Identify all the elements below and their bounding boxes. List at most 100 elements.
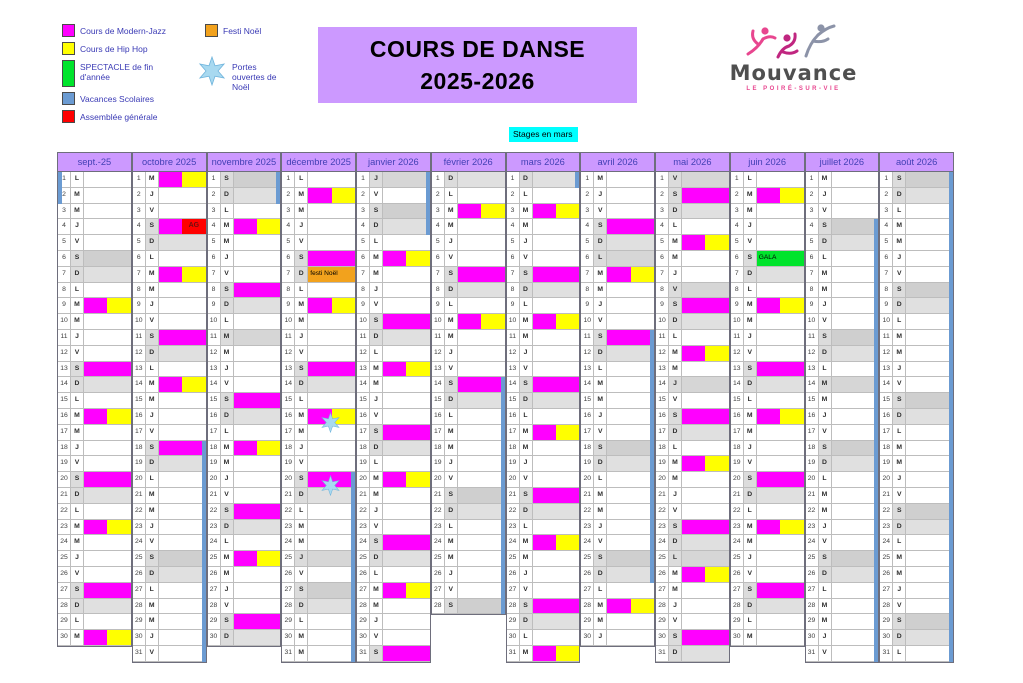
day-number: 27 bbox=[656, 582, 669, 598]
day-number: 10 bbox=[282, 314, 296, 329]
day-letter: M bbox=[818, 172, 832, 187]
day-cell bbox=[383, 535, 430, 551]
day-letter: L bbox=[295, 503, 309, 519]
modern-jazz-cell bbox=[682, 298, 729, 314]
day-number: 1 bbox=[581, 172, 595, 187]
day-cell bbox=[159, 630, 206, 645]
weekend-cell bbox=[233, 519, 281, 535]
day-cell bbox=[308, 456, 355, 471]
day-number: 10 bbox=[207, 314, 221, 329]
day-letter: S bbox=[295, 472, 309, 487]
day-letter: L bbox=[145, 472, 159, 487]
day-letter: M bbox=[743, 630, 757, 645]
day-row: 20 J bbox=[880, 472, 953, 488]
modern-jazz-cell bbox=[158, 329, 206, 345]
weekend-cell bbox=[906, 393, 953, 408]
day-letter: V bbox=[295, 235, 309, 250]
day-cell bbox=[906, 441, 953, 456]
day-number: 5 bbox=[656, 235, 669, 250]
day-letter: M bbox=[818, 487, 832, 503]
day-cell bbox=[682, 219, 729, 234]
day-row: 10 M bbox=[58, 314, 131, 330]
day-number: 4 bbox=[431, 219, 445, 235]
modern-jazz-cell bbox=[233, 219, 257, 235]
day-number: 12 bbox=[58, 345, 71, 361]
day-cell bbox=[757, 425, 804, 440]
day-letter: J bbox=[594, 408, 608, 424]
day-row: 26 M bbox=[656, 566, 729, 583]
day-letter: M bbox=[743, 519, 757, 535]
day-letter: D bbox=[818, 456, 832, 472]
day-cell bbox=[457, 172, 505, 187]
day-cell bbox=[756, 377, 804, 393]
title-line1: COURS DE DANSE bbox=[369, 36, 586, 62]
day-letter: D bbox=[370, 219, 383, 235]
day-number: 10 bbox=[132, 314, 146, 329]
day-letter: V bbox=[145, 535, 159, 551]
day-cell bbox=[383, 409, 430, 424]
modern-jazz-cell bbox=[84, 519, 108, 535]
day-letter: J bbox=[220, 361, 234, 377]
day-letter: S bbox=[220, 172, 234, 187]
day-letter: M bbox=[669, 345, 682, 361]
day-cell bbox=[607, 283, 654, 298]
day-row: 11 M bbox=[207, 329, 281, 346]
modern-jazz-cell bbox=[607, 329, 654, 345]
weekend-cell bbox=[831, 551, 879, 566]
day-letter: M bbox=[145, 614, 159, 630]
day-cell bbox=[906, 599, 953, 614]
day-letter: L bbox=[370, 456, 383, 472]
day-number: 30 bbox=[656, 630, 669, 645]
day-cell bbox=[682, 535, 729, 551]
day-letter: J bbox=[370, 282, 383, 298]
day-cell bbox=[756, 598, 804, 614]
day-cell bbox=[158, 329, 206, 345]
day-cell bbox=[233, 329, 281, 345]
weekend-cell bbox=[308, 487, 355, 503]
day-row: 28 V bbox=[207, 598, 281, 615]
day-number: 9 bbox=[656, 298, 669, 314]
day-letter: S bbox=[444, 598, 458, 614]
day-number: 14 bbox=[282, 377, 296, 393]
day-row: 27 J bbox=[880, 582, 953, 599]
day-cell bbox=[832, 283, 879, 298]
modern-jazz-cell bbox=[308, 298, 332, 314]
day-number: 3 bbox=[431, 203, 445, 219]
day-cell bbox=[84, 330, 131, 345]
day-cell bbox=[533, 520, 580, 535]
day-cell bbox=[682, 251, 729, 266]
month-header: juin 2026 bbox=[730, 153, 804, 172]
day-cell bbox=[532, 598, 580, 614]
day-row: 13 L bbox=[132, 361, 206, 378]
day-number: 13 bbox=[207, 361, 221, 377]
day-row: 19 V bbox=[730, 456, 804, 473]
day-letter: V bbox=[743, 456, 757, 472]
hip-hop-cell bbox=[555, 424, 580, 440]
day-number: 26 bbox=[880, 566, 894, 582]
day-letter: S bbox=[145, 329, 159, 345]
day-cell bbox=[457, 598, 505, 614]
day-row: 10 S bbox=[357, 314, 430, 330]
day-cell bbox=[158, 551, 206, 566]
day-number: 2 bbox=[656, 187, 669, 203]
day-row: 29 M bbox=[132, 614, 206, 631]
day-row: 29 L bbox=[730, 614, 804, 631]
day-number: 2 bbox=[207, 187, 221, 203]
day-row: 16 J bbox=[805, 408, 879, 425]
day-row: 10 M bbox=[506, 314, 580, 330]
day-number: 29 bbox=[132, 614, 146, 630]
day-number: 23 bbox=[506, 519, 520, 535]
day-row: 30 J bbox=[132, 630, 206, 646]
weekend-cell bbox=[607, 235, 654, 250]
day-letter: D bbox=[743, 598, 757, 614]
day-letter: L bbox=[893, 314, 907, 329]
day-letter: S bbox=[145, 440, 159, 456]
day-row: 31 M bbox=[282, 645, 355, 662]
day-number: 26 bbox=[581, 566, 595, 582]
day-cell bbox=[383, 235, 430, 250]
day-row: 27 L bbox=[132, 582, 206, 599]
